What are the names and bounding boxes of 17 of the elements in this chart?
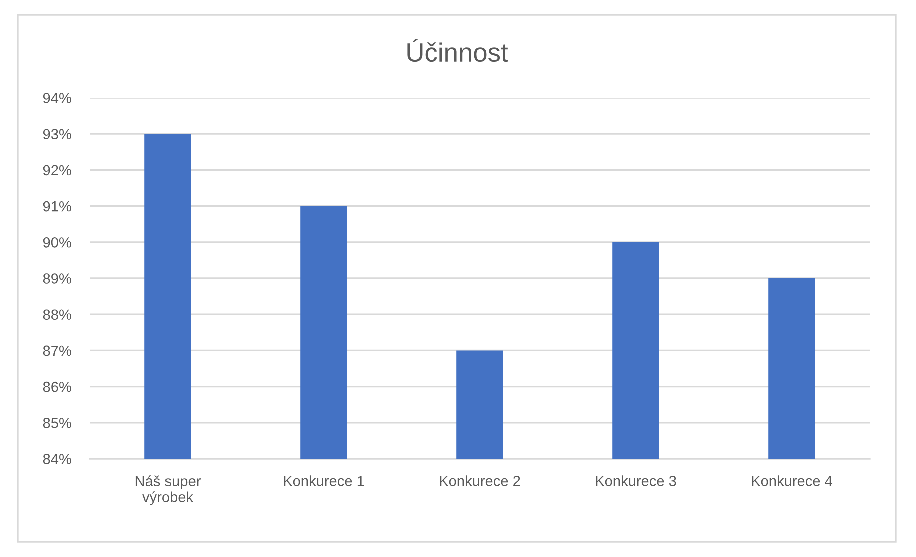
y-tick-label: 92% xyxy=(43,165,72,176)
y-tick-label: 93% xyxy=(43,129,72,140)
y-tick-label: 85% xyxy=(43,418,72,428)
x-tick-label: Konkurece 1 xyxy=(284,476,364,486)
y-tick-label: 94% xyxy=(43,93,72,104)
y-tick-label: 87% xyxy=(43,346,72,356)
y-tick-label: 91% xyxy=(43,201,72,212)
y-tick-label: 86% xyxy=(43,382,72,392)
y-tick-label: 84% xyxy=(43,454,72,464)
x-tick-label: Konkurece 2 xyxy=(440,476,520,486)
y-tick-label: 88% xyxy=(43,310,72,320)
x-tick-label: Konkurece 4 xyxy=(752,476,833,486)
y-tick-label: 89% xyxy=(43,274,72,284)
y-tick-label: 90% xyxy=(43,238,72,248)
chart-title: Účinnost xyxy=(408,38,508,62)
x-tick-label: Konkurece 3 xyxy=(596,476,676,486)
x-tick-label: Náš super výrobek xyxy=(136,476,201,506)
